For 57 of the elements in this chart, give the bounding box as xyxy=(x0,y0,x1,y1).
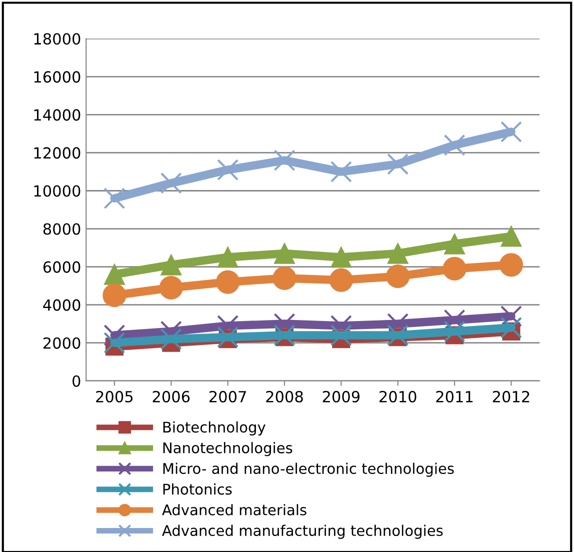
point xyxy=(104,332,126,354)
point xyxy=(159,276,183,300)
point xyxy=(104,188,126,210)
y-tick-label: 8000 xyxy=(43,223,80,235)
point xyxy=(499,253,524,277)
point xyxy=(330,246,352,268)
y-tick-label: 14000 xyxy=(34,109,80,121)
point xyxy=(160,328,182,350)
y-tick-label: 0 xyxy=(72,375,80,387)
point xyxy=(386,264,410,288)
point xyxy=(444,234,465,254)
point xyxy=(500,316,522,338)
point xyxy=(272,266,296,290)
x-tick-label: 2010 xyxy=(380,390,416,402)
point xyxy=(160,254,182,276)
legend-label: Nanotechnologies xyxy=(163,442,292,456)
point xyxy=(104,264,125,285)
point xyxy=(274,150,296,172)
point xyxy=(217,159,239,181)
point xyxy=(329,268,353,292)
point xyxy=(217,246,238,268)
point xyxy=(217,326,239,348)
legend-label: Photonics xyxy=(163,483,232,495)
legend-label: Advanced materials xyxy=(162,504,306,516)
point xyxy=(500,305,522,327)
x-tick-label: 2005 xyxy=(96,390,133,402)
y-tick-label: 2000 xyxy=(43,337,80,349)
x-tick-label: 2006 xyxy=(152,390,190,402)
legend-label: Biotechnology xyxy=(163,421,266,436)
x-tick-label: 2012 xyxy=(492,390,530,402)
point xyxy=(102,284,126,308)
point xyxy=(387,324,409,346)
point xyxy=(387,243,408,264)
y-tick-label: 16000 xyxy=(34,71,80,83)
point xyxy=(387,153,409,175)
y-tick-label: 10000 xyxy=(34,185,80,197)
point xyxy=(444,134,466,156)
legend-label: Micro- and nano-electronic technologies xyxy=(163,462,454,477)
point xyxy=(442,256,466,281)
point xyxy=(160,172,182,194)
point xyxy=(330,160,352,182)
x-tick-label: 2007 xyxy=(209,390,246,402)
y-tick-label: 4000 xyxy=(43,299,80,311)
point xyxy=(500,121,522,143)
y-tick-label: 12000 xyxy=(34,147,80,159)
x-tick-label: 2009 xyxy=(322,390,360,402)
y-tick-label: 6000 xyxy=(43,261,80,273)
point xyxy=(274,324,296,346)
y-tick-label: 18000 xyxy=(34,33,80,45)
x-tick-label: 2008 xyxy=(266,390,303,402)
point xyxy=(444,320,466,342)
legend-label: Advanced manufacturing technologies xyxy=(162,524,443,539)
point xyxy=(330,324,352,346)
point xyxy=(500,226,522,247)
x-tick-label: 2011 xyxy=(436,390,473,402)
point xyxy=(274,243,295,264)
point xyxy=(216,270,240,294)
